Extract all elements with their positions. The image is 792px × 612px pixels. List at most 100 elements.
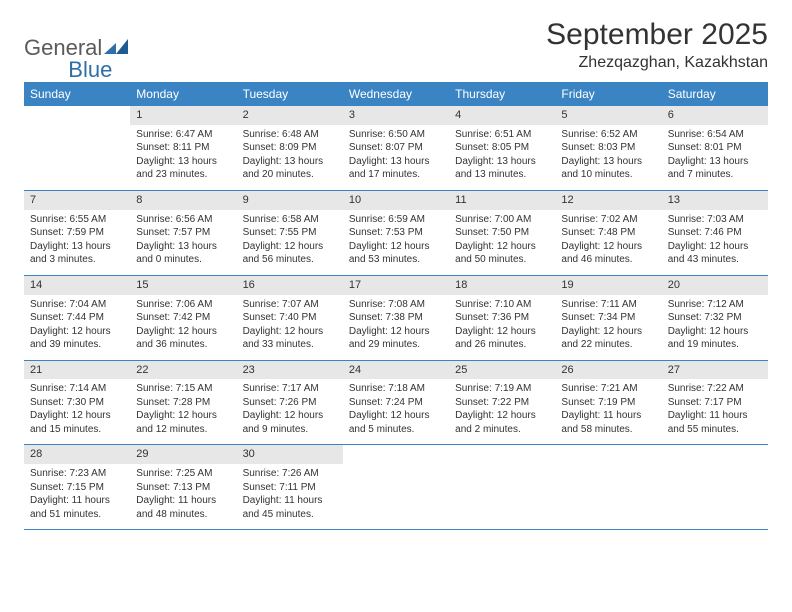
- day-header: Saturday: [662, 82, 768, 106]
- day-cell: 12Sunrise: 7:02 AMSunset: 7:48 PMDayligh…: [555, 191, 661, 275]
- daylight-text: Daylight: 13 hours and 17 minutes.: [349, 155, 443, 182]
- sunset-text: Sunset: 7:13 PM: [136, 481, 230, 495]
- week-row: 14 Sunrise: 7:04 AMSunset: 7:44 PM Dayligh…: [24, 276, 768, 361]
- day-cell: 2Sunrise: 6:48 AMSunset: 8:09 PMDaylight…: [237, 106, 343, 190]
- daylight-text: Daylight: 12 hours and 36 minutes.: [136, 325, 230, 352]
- daylight-text: Daylight: 13 hours and 23 minutes.: [136, 155, 230, 182]
- day-number: 2: [237, 106, 343, 125]
- sunrise-text: Sunrise: 7:14 AM: [30, 382, 124, 396]
- day-cell: 14Sunrise: 7:04 AMSunset: 7:44 PMDayligh…: [24, 276, 130, 360]
- sunrise-text: Sunrise: 7:12 AM: [668, 298, 762, 312]
- daylight-text: Daylight: 12 hours and 5 minutes.: [349, 409, 443, 436]
- week-row: 7Sunrise: 6:55 AMSunset: 7:59 PMDaylight…: [24, 191, 768, 276]
- day-cell: 3Sunrise: 6:50 AMSunset: 8:07 PMDaylight…: [343, 106, 449, 190]
- daylight-text: Daylight: 12 hours and 12 minutes.: [136, 409, 230, 436]
- sunrise-text: Sunrise: 6:54 AM: [668, 128, 762, 142]
- daylight-text: Daylight: 13 hours and 0 minutes.: [136, 240, 230, 267]
- sunset-text: Sunset: 8:07 PM: [349, 141, 443, 155]
- day-number: 12: [555, 191, 661, 210]
- day-cell: 30Sunrise: 7:26 AMSunset: 7:11 PMDayligh…: [237, 445, 343, 529]
- day-number: 5: [555, 106, 661, 125]
- header: General Blue September 2025 Zhezqazghan,…: [24, 18, 768, 72]
- day-cell: 8 Sunrise: 6:56 AMSunset: 7:57 PMDaylight…: [130, 191, 236, 275]
- day-cell: 10Sunrise: 6:59 AMSunset: 7:53 PMDayligh…: [343, 191, 449, 275]
- daylight-text: Daylight: 11 hours and 55 minutes.: [668, 409, 762, 436]
- day-cell: 9Sunrise: 6:58 AMSunset: 7:55 PMDaylight…: [237, 191, 343, 275]
- day-number: 27: [662, 361, 768, 380]
- sunset-text: Sunset: 8:03 PM: [561, 141, 655, 155]
- sunset-text: Sunset: 8:11 PM: [136, 141, 230, 155]
- logo-text-blue: Blue: [68, 57, 112, 83]
- day-number: 10: [343, 191, 449, 210]
- sunrise-text: Sunrise: 6:56 AM: [136, 213, 230, 227]
- day-header: Thursday: [449, 82, 555, 106]
- sunrise-text: Sunrise: 7:00 AM: [455, 213, 549, 227]
- day-cell: 11Sunrise: 7:00 AMSunset: 7:50 PMDayligh…: [449, 191, 555, 275]
- daylight-text: Daylight: 12 hours and 50 minutes.: [455, 240, 549, 267]
- day-cell: 28Sunrise: 7:23 AMSunset: 7:15 PMDayligh…: [24, 445, 130, 529]
- sunset-text: Sunset: 7:40 PM: [243, 311, 337, 325]
- sunrise-text: Sunrise: 6:52 AM: [561, 128, 655, 142]
- sunrise-text: Sunrise: 6:48 AM: [243, 128, 337, 142]
- sunrise-text: Sunrise: 6:50 AM: [349, 128, 443, 142]
- day-number: 18: [449, 276, 555, 295]
- daylight-text: Daylight: 12 hours and 2 minutes.: [455, 409, 549, 436]
- sunset-text: Sunset: 7:53 PM: [349, 226, 443, 240]
- daylight-text: Daylight: 13 hours and 3 minutes.: [30, 240, 124, 267]
- day-number: 24: [343, 361, 449, 380]
- day-header: Wednesday: [343, 82, 449, 106]
- day-number: 9: [237, 191, 343, 210]
- week-row: 21Sunrise: 7:14 AMSunset: 7:30 PMDayligh…: [24, 361, 768, 446]
- day-number: 28: [24, 445, 130, 464]
- day-cell: 29Sunrise: 7:25 AMSunset: 7:13 PMDayligh…: [130, 445, 236, 529]
- sunset-text: Sunset: 7:36 PM: [455, 311, 549, 325]
- sunrise-text: Sunrise: 7:25 AM: [136, 467, 230, 481]
- sunset-text: Sunset: 7:19 PM: [561, 396, 655, 410]
- week-row: 1Sunrise: 6:47 AMSunset: 8:11 PMDaylight…: [24, 106, 768, 191]
- daylight-text: Daylight: 12 hours and 33 minutes.: [243, 325, 337, 352]
- daylight-text: Daylight: 12 hours and 46 minutes.: [561, 240, 655, 267]
- daylight-text: Daylight: 12 hours and 19 minutes.: [668, 325, 762, 352]
- day-cell: [555, 445, 661, 529]
- sunset-text: Sunset: 7:11 PM: [243, 481, 337, 495]
- sunrise-text: Sunrise: 7:11 AM: [561, 298, 655, 312]
- sunset-text: Sunset: 7:44 PM: [30, 311, 124, 325]
- day-cell: 5Sunrise: 6:52 AMSunset: 8:03 PMDaylight…: [555, 106, 661, 190]
- sunset-text: Sunset: 7:57 PM: [136, 226, 230, 240]
- day-number: 8: [130, 191, 236, 210]
- sunrise-text: Sunrise: 6:59 AM: [349, 213, 443, 227]
- day-cell: 25Sunrise: 7:19 AMSunset: 7:22 PMDayligh…: [449, 361, 555, 445]
- sunset-text: Sunset: 7:28 PM: [136, 396, 230, 410]
- daylight-text: Daylight: 11 hours and 45 minutes.: [243, 494, 337, 521]
- sunrise-text: Sunrise: 6:58 AM: [243, 213, 337, 227]
- daylight-text: Daylight: 12 hours and 9 minutes.: [243, 409, 337, 436]
- sunrise-text: Sunrise: 7:06 AM: [136, 298, 230, 312]
- month-title: September 2025: [546, 18, 768, 52]
- sunrise-text: Sunrise: 7:15 AM: [136, 382, 230, 396]
- day-cell: 23Sunrise: 7:17 AMSunset: 7:26 PMDayligh…: [237, 361, 343, 445]
- sunset-text: Sunset: 7:46 PM: [668, 226, 762, 240]
- sunset-text: Sunset: 7:50 PM: [455, 226, 549, 240]
- sunset-text: Sunset: 7:26 PM: [243, 396, 337, 410]
- day-cell: 20Sunrise: 7:12 AMSunset: 7:32 PMDayligh…: [662, 276, 768, 360]
- day-cell: 19Sunrise: 7:11 AMSunset: 7:34 PMDayligh…: [555, 276, 661, 360]
- title-block: September 2025 Zhezqazghan, Kazakhstan: [546, 18, 768, 72]
- daylight-text: Daylight: 11 hours and 48 minutes.: [136, 494, 230, 521]
- sunrise-text: Sunrise: 6:55 AM: [30, 213, 124, 227]
- day-number: 14: [24, 276, 130, 295]
- sunrise-text: Sunrise: 7:21 AM: [561, 382, 655, 396]
- sunrise-text: Sunrise: 7:04 AM: [30, 298, 124, 312]
- location: Zhezqazghan, Kazakhstan: [546, 54, 768, 72]
- sunrise-text: Sunrise: 7:22 AM: [668, 382, 762, 396]
- weeks-container: 1Sunrise: 6:47 AMSunset: 8:11 PMDaylight…: [24, 106, 768, 530]
- day-number: 1: [130, 106, 236, 125]
- day-cell: 1 Sunrise: 6:47 AMSunset: 8:11 PMDaylight…: [130, 106, 236, 190]
- sunrise-text: Sunrise: 7:19 AM: [455, 382, 549, 396]
- sunset-text: Sunset: 8:09 PM: [243, 141, 337, 155]
- day-number: 15: [130, 276, 236, 295]
- daylight-text: Daylight: 12 hours and 56 minutes.: [243, 240, 337, 267]
- sunrise-text: Sunrise: 6:51 AM: [455, 128, 549, 142]
- sunrise-text: Sunrise: 7:03 AM: [668, 213, 762, 227]
- daylight-text: Daylight: 12 hours and 26 minutes.: [455, 325, 549, 352]
- sunrise-text: Sunrise: 6:47 AM: [136, 128, 230, 142]
